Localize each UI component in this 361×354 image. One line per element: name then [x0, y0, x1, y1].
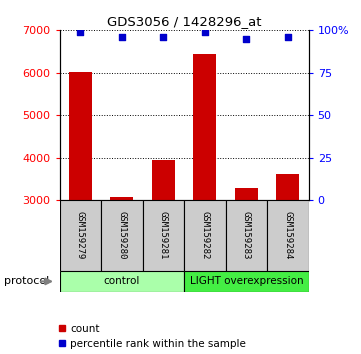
Legend: count, percentile rank within the sample: count, percentile rank within the sample	[57, 324, 246, 349]
Point	[285, 34, 291, 40]
Text: GSM159280: GSM159280	[117, 211, 126, 259]
Text: LIGHT overexpression: LIGHT overexpression	[190, 276, 303, 286]
Bar	[152, 160, 175, 200]
Bar	[226, 200, 267, 271]
Bar	[69, 72, 92, 200]
Point	[160, 34, 166, 40]
Bar	[184, 271, 309, 292]
Bar	[60, 271, 184, 292]
Point	[243, 36, 249, 41]
Text: GSM159281: GSM159281	[159, 211, 168, 259]
Bar	[184, 200, 226, 271]
Bar	[235, 188, 258, 200]
Text: GSM159282: GSM159282	[200, 211, 209, 259]
Text: GSM159283: GSM159283	[242, 211, 251, 259]
Text: control: control	[104, 276, 140, 286]
Bar	[60, 200, 101, 271]
Bar	[110, 196, 133, 200]
Point	[119, 34, 125, 40]
Point	[77, 29, 83, 35]
Text: GSM159279: GSM159279	[76, 211, 85, 259]
Bar	[267, 200, 309, 271]
Text: protocol: protocol	[4, 276, 49, 286]
Title: GDS3056 / 1428296_at: GDS3056 / 1428296_at	[107, 15, 261, 28]
Bar	[193, 54, 216, 200]
Point	[202, 29, 208, 35]
Bar	[101, 200, 143, 271]
Text: GSM159284: GSM159284	[283, 211, 292, 259]
Bar	[143, 200, 184, 271]
Bar	[277, 174, 299, 200]
